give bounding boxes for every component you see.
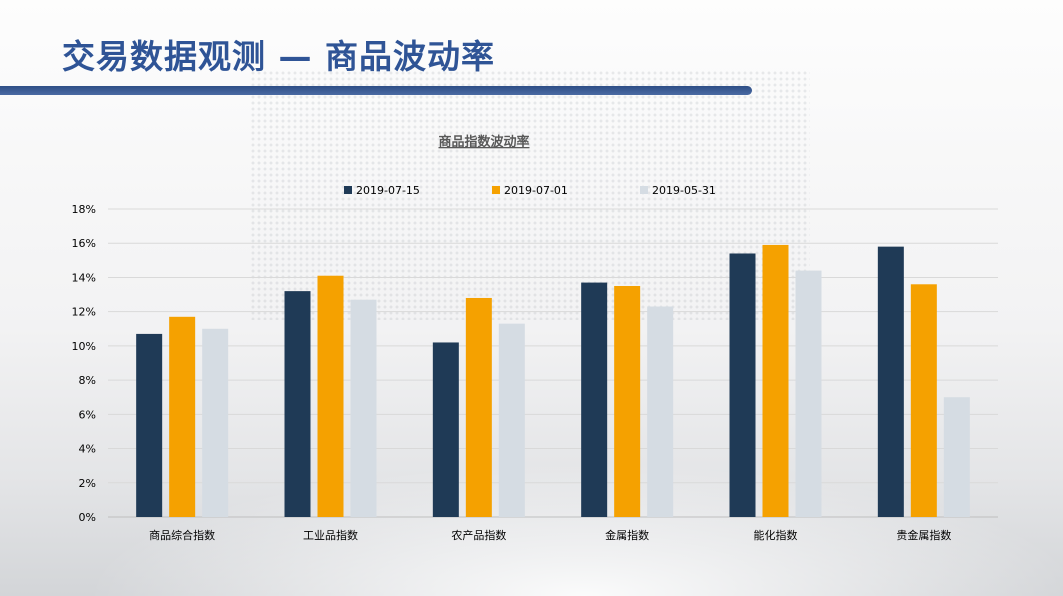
legend-label: 2019-07-15 bbox=[356, 184, 420, 197]
bar bbox=[729, 253, 756, 517]
legend-swatch bbox=[492, 186, 500, 194]
bar bbox=[943, 397, 970, 517]
x-tick-label: 能化指数 bbox=[754, 528, 798, 542]
x-axis: 商品综合指数 工业品指数 农产品指数 金属指数 能化指数 贵金属指数 bbox=[149, 528, 951, 542]
bar bbox=[795, 270, 822, 517]
bar bbox=[350, 299, 377, 517]
bar bbox=[647, 306, 674, 517]
slide-header: 交易数据观测 — 商品波动率 bbox=[0, 0, 1063, 96]
bar bbox=[465, 297, 492, 517]
bar bbox=[614, 286, 641, 517]
legend: 2019-07-15 2019-07-01 2019-05-31 bbox=[344, 184, 716, 197]
gridlines bbox=[108, 208, 998, 518]
x-tick-label: 贵金属指数 bbox=[896, 528, 951, 542]
header-underline-bar bbox=[0, 86, 752, 95]
legend-label: 2019-07-01 bbox=[504, 184, 568, 197]
bar bbox=[581, 282, 608, 517]
bar bbox=[202, 328, 229, 517]
legend-label: 2019-05-31 bbox=[652, 184, 716, 197]
bar bbox=[284, 291, 311, 517]
bar bbox=[432, 342, 459, 517]
x-tick-label: 工业品指数 bbox=[303, 528, 358, 542]
legend-swatch bbox=[344, 186, 352, 194]
bar bbox=[136, 333, 163, 517]
y-tick-label: 18% bbox=[72, 203, 96, 216]
legend-swatch bbox=[640, 186, 648, 194]
x-tick-label: 金属指数 bbox=[605, 528, 649, 542]
bar bbox=[762, 244, 789, 517]
x-tick-label: 商品综合指数 bbox=[149, 528, 215, 542]
bar bbox=[169, 316, 196, 517]
y-tick-label: 6% bbox=[79, 408, 96, 421]
y-tick-label: 10% bbox=[72, 340, 96, 353]
bars bbox=[136, 244, 970, 517]
slide-title: 交易数据观测 — 商品波动率 bbox=[62, 37, 495, 76]
y-tick-label: 16% bbox=[72, 237, 96, 250]
y-axis: 0% 2% 4% 6% 8% 10% 12% 14% 16% 18% bbox=[72, 203, 96, 524]
y-tick-label: 2% bbox=[79, 477, 96, 490]
bar bbox=[910, 284, 937, 517]
bar bbox=[877, 246, 904, 517]
y-tick-label: 4% bbox=[79, 443, 96, 456]
y-tick-label: 0% bbox=[79, 511, 96, 524]
chart-title: 商品指数波动率 bbox=[438, 134, 529, 150]
bar bbox=[317, 275, 344, 517]
y-tick-label: 12% bbox=[72, 306, 96, 319]
x-tick-label: 农产品指数 bbox=[451, 528, 506, 542]
y-tick-label: 8% bbox=[79, 374, 96, 387]
bar bbox=[498, 323, 525, 517]
y-tick-label: 14% bbox=[72, 271, 96, 284]
